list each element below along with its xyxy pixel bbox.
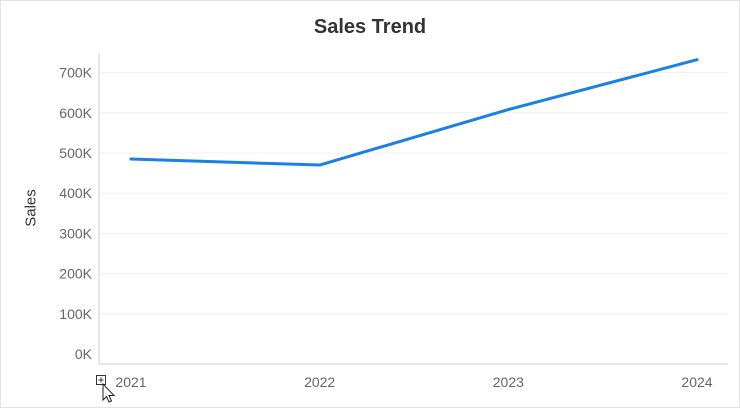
x-tick-label: 2021 bbox=[115, 374, 146, 390]
y-tick-label: 600K bbox=[59, 105, 92, 121]
y-tick-label: 400K bbox=[59, 185, 92, 201]
data-point bbox=[506, 108, 510, 112]
y-axis-ticks: 0K 100K 200K 300K 400K 500K 600K 700K bbox=[59, 65, 92, 362]
mouse-pointer-icon bbox=[102, 382, 116, 403]
series-line bbox=[129, 58, 699, 167]
y-tick-label: 100K bbox=[59, 306, 92, 322]
y-tick-label: 700K bbox=[59, 65, 92, 81]
y-tick-label: 300K bbox=[59, 225, 92, 241]
plus-box-icon[interactable] bbox=[96, 375, 106, 385]
y-tick-label: 500K bbox=[59, 145, 92, 161]
gridlines bbox=[99, 72, 728, 315]
data-point bbox=[129, 157, 133, 161]
y-tick-label: 0K bbox=[75, 346, 93, 362]
x-axis-ticks: 2021 2022 2023 2024 bbox=[115, 374, 712, 390]
series-layer bbox=[129, 58, 699, 167]
x-tick-label: 2022 bbox=[304, 374, 335, 390]
data-point bbox=[318, 163, 322, 167]
y-tick-label: 200K bbox=[59, 266, 92, 282]
x-tick-label: 2023 bbox=[493, 374, 524, 390]
x-tick-label: 2024 bbox=[681, 374, 712, 390]
chart-title: Sales Trend bbox=[313, 16, 427, 38]
data-point bbox=[695, 58, 699, 62]
